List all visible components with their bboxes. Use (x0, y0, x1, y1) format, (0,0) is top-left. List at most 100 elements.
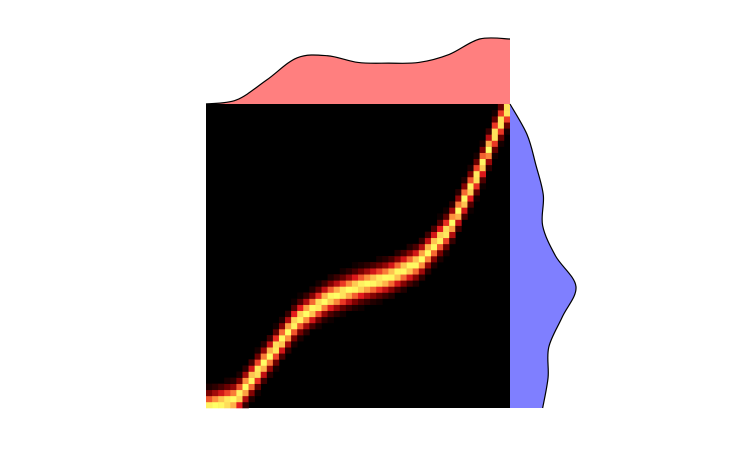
heatmap-cell (358, 286, 365, 293)
heatmap-cell (376, 274, 383, 281)
heatmap-cell (206, 395, 213, 403)
heatmap-cell (485, 134, 493, 141)
heatmap-cell (461, 183, 468, 190)
heatmap-cell (473, 164, 480, 172)
heatmap-cell (272, 335, 280, 342)
heatmap-cell (461, 201, 468, 208)
heatmap-cell (437, 231, 444, 239)
heatmap-cell (345, 280, 353, 287)
heatmap-cell (388, 274, 395, 281)
heatmap-cell (455, 189, 462, 196)
heatmap-cell (424, 243, 432, 251)
heatmap-cell (491, 146, 499, 153)
heatmap-cell (321, 298, 328, 305)
heatmap-cell (333, 310, 341, 318)
heatmap-cell (242, 365, 249, 372)
heatmap-cell (230, 377, 237, 384)
heatmap-cell (370, 274, 377, 281)
heatmap-cell (358, 292, 365, 299)
heatmap-cell (339, 280, 347, 287)
heatmap-cell (278, 322, 286, 330)
heatmap-cell (285, 310, 292, 318)
heatmap-cell (358, 268, 365, 275)
heatmap-cell (248, 389, 255, 397)
heatmap-cell (424, 249, 432, 257)
heatmap-cell (412, 274, 420, 281)
heatmap-cell (400, 262, 407, 269)
heatmap-cell (382, 292, 389, 299)
heatmap-cell (272, 353, 280, 360)
heatmap-cell (418, 262, 426, 269)
heatmap-cell (412, 262, 420, 269)
heatmap-cell (382, 280, 389, 287)
heatmap-cell (364, 298, 371, 305)
heatmap-cell (327, 274, 334, 281)
heatmap-cell (485, 164, 493, 172)
heatmap-cell (248, 365, 255, 372)
heatmap-cell (406, 243, 414, 251)
heatmap-cell (351, 292, 359, 299)
heatmap-cell (491, 140, 499, 147)
heatmap-cell (461, 195, 468, 202)
heatmap-cell (497, 104, 505, 111)
heatmap-cell (254, 377, 262, 384)
heatmap-cell (345, 292, 353, 299)
heatmap-cell (473, 152, 480, 160)
heatmap-cell (351, 280, 359, 287)
heatmap-cell (455, 207, 462, 214)
heatmap-cell (376, 262, 383, 269)
heatmap-cell (424, 256, 432, 263)
heatmap-cell (242, 395, 249, 403)
heatmap-cell (370, 268, 377, 275)
heatmap-cell (485, 146, 493, 153)
heatmap-cell (333, 280, 341, 287)
heatmap-cell (236, 395, 243, 403)
heatmap-cell (285, 316, 292, 324)
heatmap-cell (339, 292, 347, 299)
heatmap-cell (358, 274, 365, 281)
heatmap-cell (400, 249, 407, 257)
heatmap-cell (291, 322, 298, 330)
heatmap-cell (491, 128, 499, 135)
heatmap-cell (394, 262, 401, 269)
heatmap-cell (339, 310, 347, 318)
heatmap-cell (485, 140, 493, 147)
heatmap-cell (291, 310, 298, 318)
heatmap-cell (449, 231, 456, 239)
heatmap-cell (351, 274, 359, 281)
heatmap-cell (278, 335, 286, 342)
heatmap-cell (285, 335, 292, 342)
heatmap-cell (236, 389, 243, 397)
heatmap-cell (479, 152, 486, 160)
heatmap-cell (400, 256, 407, 263)
heatmap-cell (351, 286, 359, 293)
heatmap-cell (382, 262, 389, 269)
heatmap-cell (303, 328, 310, 336)
heatmap-cell (479, 164, 486, 172)
heatmap-cell (400, 280, 407, 287)
marginal-y-outline (509, 103, 577, 409)
heatmap-cell (321, 316, 328, 324)
heatmap-cell (266, 371, 274, 378)
heatmap-cell (327, 298, 334, 305)
heatmap-cell (327, 280, 334, 287)
heatmap-cell (224, 377, 231, 384)
heatmap-cell (327, 310, 334, 318)
heatmap-cell (443, 225, 450, 232)
marginal-x-outline (205, 37, 511, 105)
heatmap-cell (212, 383, 219, 391)
heatmap-cell (309, 298, 316, 305)
heatmap-cell (218, 401, 225, 409)
heatmap-cell (345, 274, 353, 281)
heatmap-cell (497, 134, 505, 141)
heatmap-cell (376, 292, 383, 299)
heatmap-cell (412, 280, 420, 287)
heatmap-cell (321, 304, 328, 312)
heatmap-cell (467, 170, 474, 178)
heatmap-cell (443, 237, 450, 245)
heatmap-cell (339, 274, 347, 281)
heatmap-cell (278, 328, 286, 336)
heatmap-cell (449, 207, 456, 214)
heatmap-cell (285, 347, 292, 354)
heatmap-cell (309, 322, 316, 330)
